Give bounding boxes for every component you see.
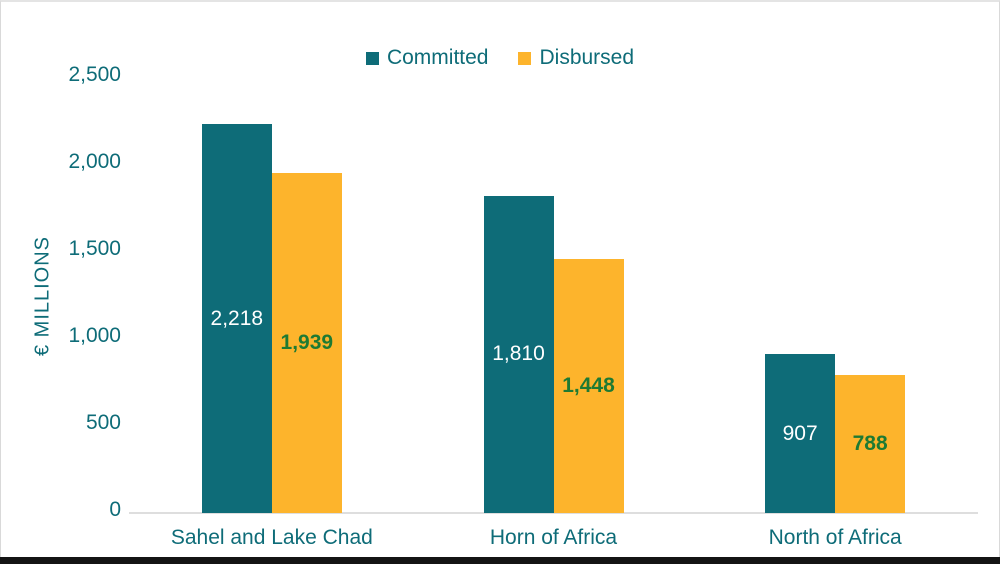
bar-disbursed-2: 1,448	[553, 259, 624, 513]
bar-disbursed-1: 1,939	[271, 173, 342, 513]
x-axis-line	[129, 512, 978, 514]
legend-label: Disbursed	[539, 46, 635, 69]
bar-committed-2: 1,810	[483, 195, 554, 513]
y-tick-label: 2,000	[68, 150, 121, 173]
y-tick-label: 1,000	[68, 324, 121, 347]
bar-disbursed-3: 788	[835, 374, 906, 513]
bar-value-label: 2,218	[210, 306, 264, 330]
legend-item-committed: Committed	[365, 46, 489, 70]
bar-value-label: 788	[852, 431, 888, 455]
legend-label: Committed	[386, 46, 489, 69]
bar-value-label: 1,810	[492, 342, 545, 366]
y-tick-label: 2,500	[68, 63, 121, 86]
chart-legend: Committed Disbursed	[1, 46, 999, 70]
bottom-border-bar	[0, 557, 1000, 564]
legend-item-disbursed: Disbursed	[518, 46, 634, 70]
bar-value-label: 907	[782, 421, 818, 445]
bar-committed-3: 907	[765, 354, 836, 513]
y-tick-label: 500	[85, 411, 121, 434]
bar-value-label: 1,939	[280, 331, 334, 355]
legend-swatch-icon	[518, 51, 532, 65]
bar-committed-1: 2,218	[201, 124, 272, 513]
x-category-label: North of Africa	[768, 526, 902, 549]
x-category-label: Sahel and Lake Chad	[170, 526, 373, 549]
bar-value-label: 1,448	[562, 374, 615, 398]
y-tick-label: 0	[109, 498, 121, 521]
y-tick-label: 1,500	[68, 237, 121, 260]
x-category-label: Horn of Africa	[489, 526, 618, 549]
legend-swatch-icon	[365, 51, 379, 65]
